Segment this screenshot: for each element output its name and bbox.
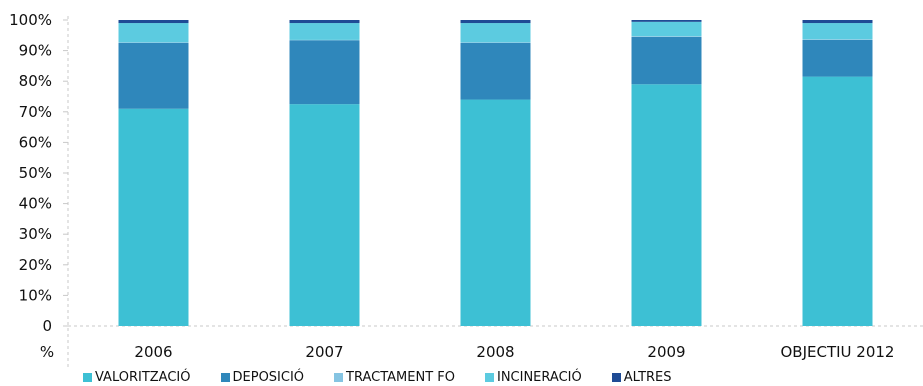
y-tick-label: 20% (19, 256, 52, 274)
bar-segment (802, 39, 873, 40)
x-tick-label: 2008 (476, 343, 514, 361)
bars (118, 20, 873, 327)
bar-segment (118, 108, 189, 327)
bar-stack (802, 20, 873, 326)
bar-segment (802, 76, 873, 326)
y-tick-label: 80% (19, 72, 52, 90)
y-tick-label: 0 (42, 317, 52, 335)
bar-segment (802, 20, 873, 24)
bar-segment (118, 20, 189, 24)
bar-stack (118, 20, 189, 327)
bar-segment (460, 42, 531, 100)
y-tick-label: 50% (19, 164, 52, 182)
x-tick-label: 2009 (647, 343, 685, 361)
legend-item: ALTRES (611, 370, 672, 385)
legend-swatch (83, 373, 92, 382)
legend-label: INCINERACIÓ (496, 370, 582, 385)
bar-segment (631, 21, 702, 37)
y-tick-label: 100% (9, 11, 52, 29)
y-tick-label: 60% (19, 133, 52, 151)
bar-segment (631, 36, 702, 37)
bar-stack (460, 20, 531, 326)
bar-segment (289, 40, 360, 105)
legend-label: DEPOSICIÓ (232, 370, 305, 385)
bar-segment (460, 42, 531, 43)
legend-item: VALORITZACIÓ (83, 370, 191, 385)
legend-swatch (334, 373, 344, 382)
bar-stack (289, 20, 360, 327)
legend-label: VALORITZACIÓ (95, 370, 191, 385)
y-tick-label: 10% (19, 286, 52, 304)
bar-segment (289, 20, 360, 24)
legend-swatch (611, 373, 621, 382)
bar-segment (460, 20, 531, 24)
bar-segment (289, 39, 360, 41)
bar-segment (118, 23, 189, 43)
bar-segment (631, 36, 702, 85)
bar-stack (631, 20, 702, 326)
y-tick-label: 70% (19, 103, 52, 121)
legend-swatch (220, 373, 230, 382)
legend-item: TRACTAMENT FO (334, 370, 455, 385)
bar-segment (289, 23, 360, 40)
bar-segment (118, 42, 189, 109)
x-tick-label: 2006 (134, 343, 172, 361)
y-tick-label: 40% (19, 195, 52, 213)
legend-item: DEPOSICIÓ (220, 370, 305, 385)
bar-segment (460, 23, 531, 43)
bar-segment (802, 39, 873, 77)
bar-segment (631, 20, 702, 22)
bar-segment (118, 42, 189, 43)
x-axis: 2006 2007 2008 2009 OBJECTIU 2012 (134, 343, 894, 361)
y-tick-label: 90% (19, 42, 52, 60)
legend-swatch (484, 373, 494, 382)
legend: VALORITZACIÓ DEPOSICIÓ TRACTAMENT FO INCINE… (83, 369, 702, 386)
x-tick-label: OBJECTIU 2012 (781, 343, 895, 361)
y-tick-label: 30% (19, 225, 52, 243)
legend-label: TRACTAMENT FO (346, 370, 455, 385)
x-tick-label: 2007 (305, 343, 343, 361)
bar-segment (289, 104, 360, 327)
bar-segment (460, 99, 531, 326)
bar-segment (631, 84, 702, 326)
legend-label: ALTRES (623, 370, 672, 385)
y-unit-label: % (40, 343, 54, 361)
legend-item: INCINERACIÓ (484, 370, 582, 385)
bar-segment (802, 23, 873, 40)
